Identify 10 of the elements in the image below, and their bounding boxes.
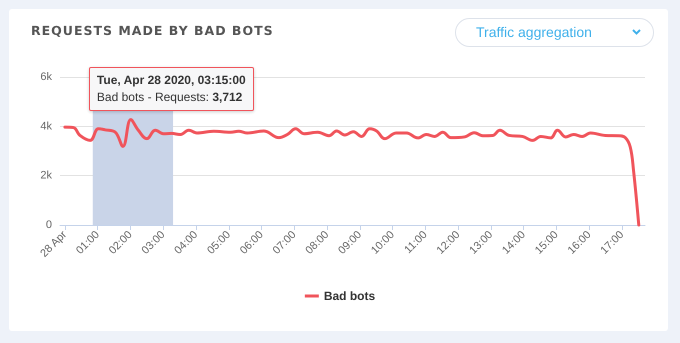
- y-tick-label: 0: [46, 219, 52, 231]
- text: Traffic aggregation: [455, 18, 654, 47]
- line-series: [63, 118, 640, 226]
- y-tick-label: 4k: [40, 120, 52, 132]
- annotation: Tue, Apr 28 2020, 03:15:00 Bad bots - Requests: 3,712: [96, 72, 246, 106]
- chart-title: REQUESTS MADE BY BAD BOTS: [31, 23, 274, 38]
- legend-label: Bad bots: [324, 289, 376, 303]
- y-tick-label: 2k: [40, 170, 52, 182]
- y-tick-label: 6k: [40, 71, 52, 83]
- x-tick-label: 28 Apr: [38, 228, 70, 260]
